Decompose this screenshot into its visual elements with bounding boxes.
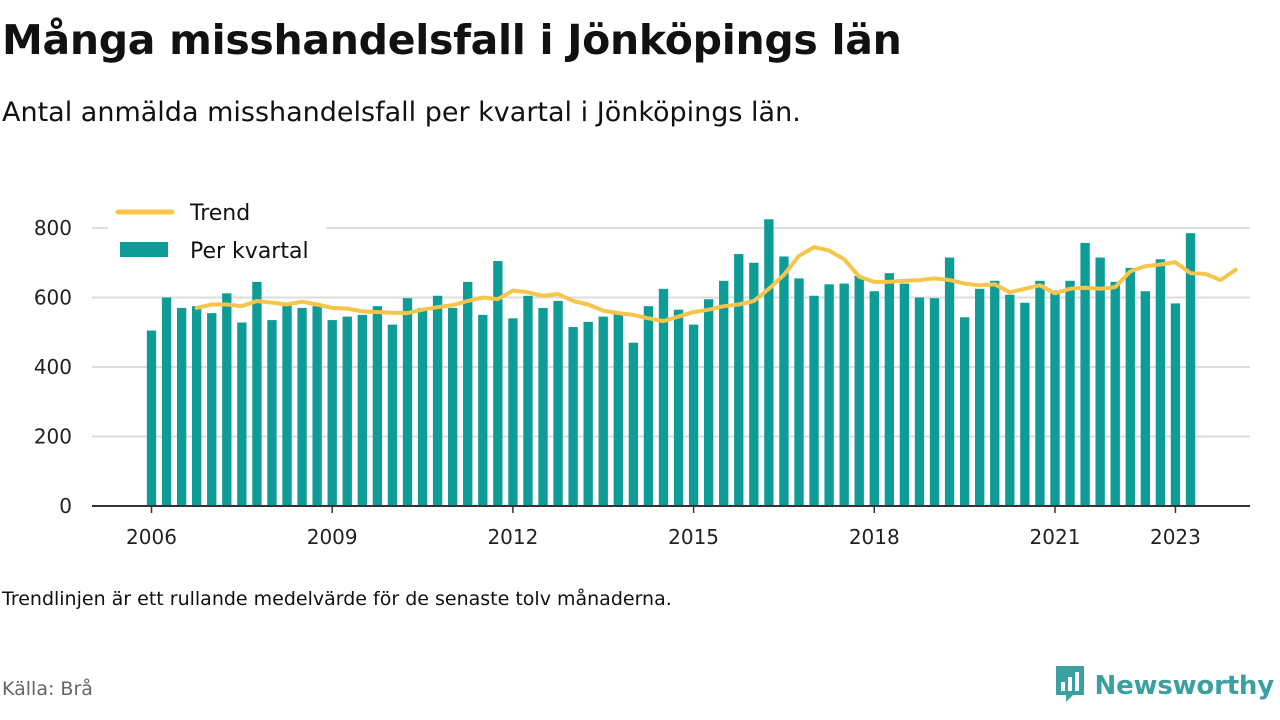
- trend-line: [194, 245, 1238, 324]
- bar: [1170, 303, 1181, 506]
- bar: [959, 317, 970, 506]
- bar: [1035, 280, 1045, 506]
- x-axis-ticks: 2006 2009 2012 2015 2018 2021 2023: [126, 506, 1201, 549]
- bar: [357, 314, 367, 506]
- y-tick-label: 400: [34, 355, 72, 379]
- footnote: Trendlinjen är ett rullande medelvärde f…: [2, 588, 672, 610]
- bar: [1095, 257, 1105, 506]
- bar: [493, 261, 503, 506]
- bar: [312, 306, 322, 506]
- bar: [1155, 259, 1166, 506]
- newsworthy-logo-text: Newsworthy: [1094, 671, 1275, 701]
- bar: [884, 273, 895, 506]
- bar: [282, 304, 292, 506]
- bar: [734, 254, 744, 506]
- bar-series: [146, 219, 1196, 506]
- bar: [824, 284, 834, 506]
- bar: [297, 307, 307, 506]
- bar: [432, 295, 443, 506]
- bar: [944, 257, 955, 506]
- bar: [809, 295, 819, 506]
- bar: [342, 316, 352, 506]
- x-tick-label: 2015: [668, 525, 719, 549]
- bar: [854, 275, 864, 506]
- bar: [192, 306, 202, 506]
- x-tick-label: 2021: [1030, 525, 1081, 549]
- source-credit: Källa: Brå: [2, 678, 93, 700]
- bar: [538, 307, 548, 506]
- legend-trend-label: Trend: [189, 201, 250, 226]
- bar: [267, 320, 277, 506]
- bar: [779, 256, 789, 506]
- x-tick-label: 2006: [126, 525, 177, 549]
- y-tick-label: 0: [59, 494, 72, 518]
- bar: [914, 297, 925, 506]
- bar: [327, 320, 337, 506]
- bar: [1005, 294, 1015, 506]
- bar: [1080, 242, 1090, 506]
- bar: [899, 283, 910, 506]
- bar: [1020, 302, 1030, 506]
- bar: [1110, 281, 1120, 506]
- bar: [237, 322, 247, 506]
- bar: [176, 307, 187, 506]
- legend-bar-swatch: [120, 242, 168, 257]
- bar: [222, 293, 232, 506]
- bar: [1125, 267, 1135, 506]
- legend: Trend Per kvartal: [108, 200, 326, 270]
- bar: [583, 321, 593, 506]
- bar: [673, 309, 684, 506]
- bar: [975, 288, 985, 506]
- x-tick-label: 2018: [849, 525, 900, 549]
- bar: [719, 280, 729, 506]
- bar: [749, 262, 759, 506]
- bar: [568, 327, 578, 506]
- bar: [447, 307, 458, 506]
- bar: [613, 313, 623, 506]
- bar: [764, 219, 774, 506]
- bar: [1140, 291, 1150, 506]
- bar: [990, 280, 1000, 506]
- y-tick-label: 600: [34, 286, 72, 310]
- bar: [1050, 290, 1060, 506]
- newsworthy-logo-icon: [1053, 664, 1087, 708]
- bar: [402, 298, 413, 506]
- y-tick-label: 800: [34, 216, 72, 240]
- bar: [929, 298, 940, 506]
- chart-subtitle: Antal anmälda misshandelsfall per kvarta…: [2, 97, 801, 128]
- bar: [658, 288, 669, 506]
- bar: [688, 324, 699, 506]
- bar: [703, 299, 714, 506]
- x-tick-label: 2009: [307, 525, 358, 549]
- bar: [387, 324, 398, 506]
- y-axis-ticks: 0 200 400 600 800: [34, 216, 72, 518]
- bar: [869, 291, 879, 506]
- bar: [372, 306, 383, 506]
- x-tick-label: 2012: [487, 525, 538, 549]
- bar: [463, 281, 473, 506]
- legend-bar-label: Per kvartal: [190, 239, 309, 264]
- chart-title: Många misshandelsfall i Jönköpings län: [2, 16, 902, 64]
- bar: [161, 297, 172, 506]
- bar: [1065, 280, 1075, 506]
- bar: [417, 307, 428, 506]
- bar: [598, 316, 608, 506]
- bar: [146, 330, 157, 506]
- y-tick-label: 200: [34, 425, 72, 449]
- bar: [523, 295, 533, 506]
- newsworthy-logo[interactable]: Newsworthy: [1053, 664, 1274, 708]
- bar: [794, 278, 804, 506]
- bar: [207, 313, 217, 506]
- bar: [478, 314, 488, 506]
- bar: [628, 342, 639, 506]
- x-tick-label: 2023: [1150, 525, 1201, 549]
- bar: [508, 318, 518, 506]
- bar: [1185, 233, 1196, 506]
- bar: [839, 283, 849, 506]
- bar: [553, 300, 563, 506]
- bar: [252, 281, 262, 506]
- bar: [643, 306, 654, 506]
